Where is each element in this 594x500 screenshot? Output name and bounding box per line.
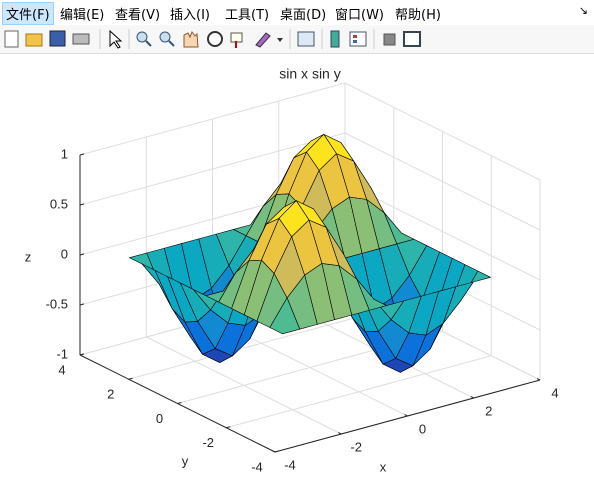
z-tick-label: 1: [61, 146, 68, 161]
y-tick: [274, 450, 280, 453]
y-tick-label: 4: [58, 362, 65, 377]
menu-item[interactable]: 桌面(D): [280, 8, 327, 23]
menu-item[interactable]: 编辑(E): [60, 8, 105, 23]
z-tick: [79, 253, 85, 256]
y-tick-label: 2: [107, 387, 114, 402]
surface: [129, 134, 491, 373]
menu-item[interactable]: 帮助(H): [395, 8, 441, 23]
x-tick-label: 2: [485, 403, 492, 418]
menu-item[interactable]: 插入(I): [170, 8, 210, 23]
grid-line: [79, 132, 346, 206]
menu-item[interactable]: 窗口(W): [335, 8, 384, 23]
toolbar: [0, 25, 594, 54]
menu-item[interactable]: 工具(T): [225, 8, 270, 23]
z-tick-label: 0: [61, 246, 68, 261]
grid-line: [344, 182, 541, 281]
x-tick-label: -4: [284, 457, 296, 472]
z-tick-label: -1: [56, 346, 68, 361]
surface-patch: [278, 200, 310, 237]
dock-arrow[interactable]: ↘: [578, 5, 588, 17]
z-tick-label: 0.5: [50, 196, 68, 211]
grid-line: [128, 306, 394, 380]
x-tick: [271, 450, 276, 453]
z-axis-label: z: [25, 249, 32, 264]
x-tick: [404, 414, 408, 417]
x-tick: [338, 432, 342, 435]
y-tick: [177, 401, 182, 404]
grid-line: [344, 82, 541, 181]
x-tick-label: 0: [419, 421, 426, 436]
z-tick: [79, 203, 85, 206]
x-tick-label: -2: [350, 439, 362, 454]
y-tick-label: -4: [251, 459, 263, 474]
y-tick: [128, 377, 133, 380]
surface-patch: [306, 134, 337, 171]
chart-title: sin x sin y: [279, 66, 340, 82]
x-tick-label: 4: [551, 385, 558, 400]
y-tick: [226, 426, 231, 429]
menu-bar: 文件(F) 编辑(E) 查看(V) 插入(I) 工具(T) 桌面(D) 窗口(W) 帮助(H): [0, 0, 594, 25]
x-axis-label: x: [380, 459, 387, 474]
x-tick: [536, 378, 541, 381]
y-tick-label: 0: [156, 411, 163, 426]
z-tick: [79, 153, 85, 156]
z-tick: [79, 353, 85, 356]
y-axis-label: y: [182, 453, 189, 468]
grid-line: [226, 355, 492, 429]
menu-item[interactable]: 文件(F): [2, 2, 54, 25]
y-tick-label: -2: [202, 435, 214, 450]
tool-icons[interactable]: [4, 29, 421, 49]
z-tick-label: -0.5: [46, 296, 68, 311]
grid-line: [79, 82, 346, 156]
menu-item[interactable]: 查看(V): [115, 8, 161, 23]
grid-line: [344, 132, 541, 231]
x-tick: [470, 396, 474, 399]
z-tick: [79, 303, 85, 306]
